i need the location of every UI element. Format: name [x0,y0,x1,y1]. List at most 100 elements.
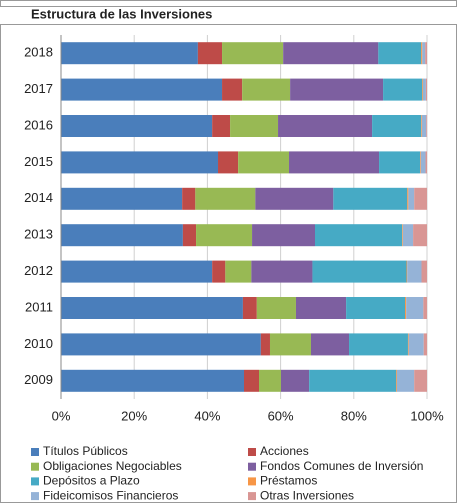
bar-segment [251,260,313,283]
y-tick-label: 2016 [24,117,53,132]
bar-segment [414,187,427,210]
bar-segment [406,260,408,283]
bar-segment [212,260,226,283]
bar-segment [425,78,427,101]
bar-segment [402,224,414,247]
bar-segment [421,42,423,65]
y-tick-label: 2012 [24,263,53,278]
bar-segment [315,224,403,247]
legend-swatch [31,462,39,471]
bar-segment [260,333,270,356]
legend-label: Otras Inversiones [260,488,354,502]
legend-swatch [31,477,39,486]
x-tick-label: 80% [341,408,367,423]
bar-segment [222,42,284,65]
bar-segment [405,297,407,319]
bar-segment [421,115,422,137]
bar-segment [182,187,196,210]
bar-segment [290,78,384,101]
bar-segment [379,151,421,174]
bar-segment [61,151,219,174]
bar-segment [252,224,316,247]
bar-segment [423,333,427,356]
bar-segment [195,187,256,210]
x-tick-label: 60% [268,408,294,423]
y-tick-label: 2013 [24,227,53,242]
legend-swatch [31,448,39,456]
bar-segment [225,260,252,283]
bar-segment [238,151,290,174]
bar-segment [269,333,311,356]
bar-segment [312,260,407,283]
bar-segment [425,151,427,174]
legend-label: Acciones [260,444,309,458]
bar-segment [408,333,424,356]
x-tick-label: 0% [52,408,71,423]
bar-segment [422,78,426,101]
y-tick-label: 2009 [24,372,53,387]
bar-segment [244,369,260,392]
y-tick-label: 2017 [24,81,53,96]
bar-segment [425,42,427,65]
legend-label: Títulos Públicos [43,444,128,458]
bar-segment [407,333,409,356]
legend-label: Obligaciones Negociables [43,459,182,473]
y-tick-label: 2010 [24,336,53,351]
bar-segment [309,369,397,392]
bar-segment [61,369,244,392]
legend: Títulos Públicos Acciones Obligaciones Neg… [31,444,423,502]
bar-segment [420,151,421,174]
bar-segment [295,297,347,319]
legend-label: Préstamos [260,474,317,488]
bar-segment [346,297,406,319]
bar-segment [423,297,427,319]
bar-segment [396,369,415,392]
bar-segment [413,224,427,247]
bar-segment [61,115,213,137]
bar-segment [256,297,296,319]
legend-swatch [248,462,256,471]
bar-segment [280,369,310,392]
bar-segment [378,42,422,65]
bar-segment [310,333,350,356]
y-tick-label: 2014 [24,190,53,205]
y-tick-label: 2015 [24,154,53,169]
legend-label: Depósitos a Plazo [43,474,140,488]
bar-segment [421,115,427,137]
x-tick-label: 20% [121,408,147,423]
bar-segment [372,115,422,137]
bar-segment [406,297,424,319]
legend-swatch [248,448,256,456]
bar-segment [61,187,183,210]
bar-segment [61,42,198,65]
bar-segment [230,115,279,137]
x-tick-label: 40% [194,408,220,423]
bar-segment [414,369,427,392]
bar-segment [182,224,197,247]
legend-swatch [31,492,39,501]
bar-segment [383,78,423,101]
bar-segment [402,224,403,247]
bar-segment [283,42,379,65]
y-tick-label: 2018 [24,45,53,60]
legend-swatch [248,477,256,486]
bar-segment [197,42,223,65]
bar-segment [421,260,427,283]
legend-label: Fondos Comunes de Inversión [260,459,423,473]
bar-segment [61,260,213,283]
bar-segment [333,187,408,210]
bar-segment [349,333,408,356]
legend-swatch [248,492,256,501]
bar-segment [407,260,422,283]
bar-segment [278,115,373,137]
bar-segment [426,115,427,137]
bar-segment [61,297,243,319]
bar-segment [196,224,253,247]
bar-segment [242,297,257,319]
y-tick-label: 2011 [25,299,53,314]
bar-segment [255,187,334,210]
bar-segment [408,187,415,210]
bar-segment [259,369,281,392]
bar-segment [422,42,426,65]
